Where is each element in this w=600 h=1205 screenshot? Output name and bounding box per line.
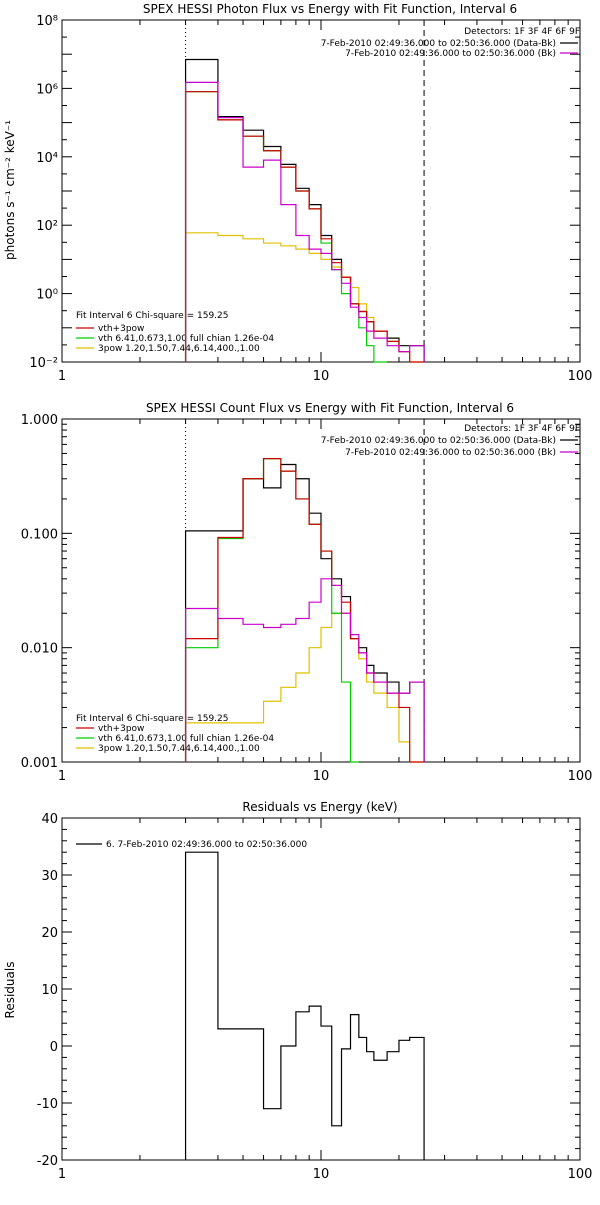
- residuals-title: Residuals vs Energy (keV): [242, 800, 397, 814]
- photon-fit-entry-green: vth 6.41,0.673,1.00 full chian 1.26e-04: [98, 334, 274, 344]
- y-tick-label: 0.010: [21, 642, 58, 657]
- y-tick-label: 10: [41, 983, 58, 998]
- photon-legend-data-bk: 7-Feb-2010 02:49:36.000 to 02:50:36.000 …: [321, 39, 556, 49]
- x-tick-label: 10: [313, 769, 330, 784]
- y-tick-label: 1.000: [21, 413, 58, 428]
- series-magenta: [184, 578, 425, 762]
- photon-flux-ylabel: photons s⁻¹ cm⁻² keV⁻¹: [3, 120, 17, 260]
- photon-legend-bk: 7-Feb-2010 02:49:36.000 to 02:50:36.000 …: [345, 49, 556, 59]
- y-tick-label: 0: [50, 1040, 58, 1055]
- y-tick-label: -20: [37, 1154, 58, 1169]
- y-tick-label: 0.001: [21, 756, 58, 771]
- photon-flux-title: SPEX HESSI Photon Flux vs Energy with Fi…: [143, 2, 517, 16]
- photon-fit-entry-yellow: 3pow 1.20,1.50,7.44,6.14,400.,1.00: [98, 344, 260, 354]
- y-tick-label: 30: [41, 869, 58, 884]
- x-tick-label: 10: [313, 369, 330, 384]
- count-fit-entry-green: vth 6.41,0.673,1.00 full chian 1.26e-04: [98, 734, 274, 744]
- count-fit-entry-red: vth+3pow: [98, 724, 144, 734]
- count-fit-header: Fit Interval 6 Chi-square = 159.25: [76, 714, 228, 724]
- photon-fit-header: Fit Interval 6 Chi-square = 159.25: [76, 311, 228, 321]
- y-tick-label: 40: [41, 812, 58, 827]
- residuals-ylabel: Residuals: [3, 962, 17, 1019]
- series-black: [184, 851, 425, 1160]
- x-tick-label: 1: [58, 1167, 66, 1182]
- count-flux-title: SPEX HESSI Count Flux vs Energy with Fit…: [146, 401, 514, 415]
- x-tick-label: 100: [568, 369, 593, 384]
- x-tick-label: 100: [568, 769, 593, 784]
- photon-fit-entry-red: vth+3pow: [98, 324, 144, 334]
- count-legend-bk: 7-Feb-2010 02:49:36.000 to 02:50:36.000 …: [345, 448, 556, 458]
- y-tick-label: 10⁴: [36, 151, 58, 166]
- y-tick-label: 10⁻²: [29, 356, 58, 371]
- count-legend-header: Detectors: 1F 3F 4F 6F 9F: [464, 424, 580, 434]
- count-flux-panel: SPEX HESSI Count Flux vs Energy with Fit…: [21, 401, 593, 784]
- photon-flux-panel: SPEX HESSI Photon Flux vs Energy with Fi…: [3, 2, 592, 384]
- x-tick-label: 10: [313, 1167, 330, 1182]
- y-tick-label: 10⁸: [36, 14, 58, 29]
- series-magenta: [184, 81, 425, 362]
- y-tick-label: 10²: [36, 219, 58, 234]
- residuals-panel: Residuals vs Energy (keV) Residuals 6. 7…: [3, 800, 592, 1182]
- photon-legend-header: Detectors: 1F 3F 4F 6F 9F: [464, 27, 580, 37]
- y-tick-label: 20: [41, 926, 58, 941]
- x-tick-label: 1: [58, 369, 66, 384]
- residuals-legend-entry: 6. 7-Feb-2010 02:49:36.000 to 02:50:36.0…: [106, 840, 307, 850]
- y-tick-label: 0.100: [21, 527, 58, 542]
- count-legend-data-bk: 7-Feb-2010 02:49:36.000 to 02:50:36.000 …: [321, 436, 556, 446]
- y-tick-label: 10⁶: [36, 82, 58, 97]
- x-tick-label: 100: [568, 1167, 593, 1182]
- y-tick-label: 10⁰: [36, 288, 58, 303]
- x-tick-label: 1: [58, 769, 66, 784]
- count-fit-entry-yellow: 3pow 1.20,1.50,7.44,6.14,400.,1.00: [98, 744, 260, 754]
- series-black: [184, 463, 425, 762]
- y-tick-label: -10: [37, 1097, 58, 1112]
